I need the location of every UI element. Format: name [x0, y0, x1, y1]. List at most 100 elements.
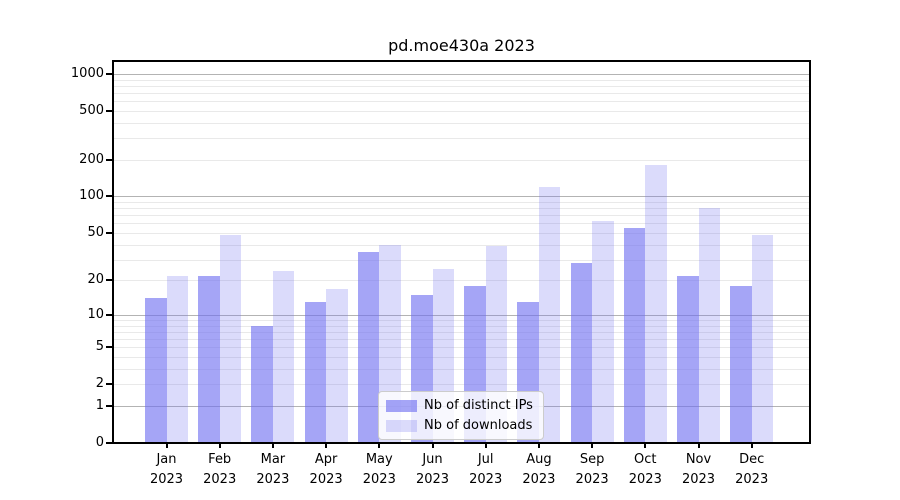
x-tick-label-mar: Mar 2023	[256, 452, 290, 487]
y-tick-label-2: 2	[95, 376, 104, 392]
legend-label-downloads: Nb of downloads	[424, 418, 533, 433]
gridline-minor-700	[113, 92, 810, 94]
chart-title: pd.moe430a 2023	[388, 36, 535, 55]
gridline-minor-50	[113, 232, 810, 234]
x-tick-label-jan: Jan 2023	[149, 452, 184, 487]
gridline-minor-20	[113, 280, 810, 282]
x-tick-mark-jun	[431, 443, 434, 448]
bar-distinct-ips-jan	[145, 298, 167, 443]
y-tick-label-20: 20	[87, 272, 104, 288]
y-tick-mark-500	[106, 109, 112, 112]
y-tick-label-500: 500	[79, 102, 104, 118]
legend-swatch-downloads	[386, 419, 417, 432]
plot-area	[113, 61, 810, 443]
y-tick-label-0: 0	[95, 435, 104, 450]
y-tick-mark-20	[106, 279, 112, 282]
gridline-minor-2	[113, 384, 810, 386]
y-tick-label-50: 50	[87, 224, 104, 240]
y-tick-label-5: 5	[95, 339, 104, 355]
bar-downloads-jan	[166, 275, 188, 443]
x-tick-label-oct: Oct 2023	[628, 452, 662, 487]
bar-distinct-ips-mar	[251, 325, 273, 443]
gridline-minor-800	[113, 85, 810, 87]
bar-downloads-apr	[326, 288, 348, 443]
x-tick-mark-mar	[271, 443, 274, 448]
gridline-minor-40	[113, 244, 810, 246]
gridline-minor-9	[113, 320, 810, 321]
x-tick-mark-jan	[165, 443, 168, 448]
bar-downloads-sep	[592, 220, 614, 443]
x-tick-label-nov: Nov 2023	[681, 452, 716, 487]
bar-downloads-aug	[538, 186, 561, 443]
y-tick-label-100: 100	[79, 188, 104, 204]
x-tick-label-feb: Feb 2023	[203, 452, 237, 487]
y-tick-label-200: 200	[79, 151, 104, 167]
gridline-minor-5	[113, 347, 810, 349]
y-tick-mark-50	[106, 231, 112, 234]
bar-distinct-ips-may	[357, 251, 380, 443]
legend-swatch-distinct-ips	[386, 399, 417, 412]
bar-downloads-oct	[645, 165, 667, 443]
x-tick-label-sep: Sep 2023	[575, 452, 609, 487]
gridline-minor-7	[113, 331, 810, 333]
x-tick-mark-nov	[697, 443, 700, 448]
gridline-minor-60	[113, 223, 810, 225]
gridline-minor-80	[113, 208, 810, 210]
x-tick-label-jul: Jul 2023	[469, 452, 503, 487]
x-tick-label-aug: Aug 2023	[522, 452, 556, 487]
bar-distinct-ips-feb	[198, 275, 220, 443]
bar-distinct-ips-nov	[677, 275, 699, 443]
gridline-minor-600	[113, 101, 810, 103]
y-tick-mark-1	[106, 404, 112, 407]
gridline-major-100	[113, 196, 810, 198]
y-tick-label-1: 1	[95, 397, 104, 413]
legend-item-distinct-ips: Nb of distinct IPs	[386, 397, 536, 414]
y-tick-mark-100	[106, 195, 112, 198]
y-tick-mark-1000	[106, 72, 112, 75]
legend-item-downloads: Nb of downloads	[386, 417, 536, 434]
gridline-minor-300	[113, 138, 810, 140]
x-tick-mark-sep	[591, 443, 594, 448]
y-tick-label-1000: 1000	[70, 65, 104, 81]
gridline-major-10	[113, 314, 810, 316]
gridline-minor-400	[113, 122, 810, 124]
bar-distinct-ips-sep	[570, 263, 593, 443]
x-tick-mark-dec	[750, 443, 753, 448]
x-tick-mark-may	[378, 443, 381, 448]
gridline-minor-30	[113, 259, 810, 261]
gridline-minor-8	[113, 325, 810, 327]
gridline-minor-200	[113, 159, 810, 161]
x-tick-mark-jul	[484, 443, 487, 448]
bar-downloads-feb	[219, 235, 242, 443]
bar-downloads-dec	[751, 235, 774, 443]
x-tick-label-dec: Dec 2023	[735, 452, 769, 487]
y-tick-mark-0	[106, 442, 112, 444]
y-tick-label-10: 10	[87, 306, 104, 322]
gridline-major-1000	[113, 73, 810, 75]
gridline-minor-4	[113, 357, 810, 359]
gridline-minor-6	[113, 339, 810, 341]
bar-distinct-ips-dec	[730, 285, 752, 443]
x-tick-mark-aug	[537, 443, 540, 448]
legend: Nb of distinct IPs Nb of downloads	[378, 391, 544, 440]
gridline-minor-500	[113, 110, 810, 112]
gridline-minor-90	[113, 202, 810, 204]
bar-downloads-nov	[698, 208, 720, 443]
y-tick-mark-200	[106, 158, 112, 161]
x-tick-mark-oct	[644, 443, 647, 448]
gridline-minor-70	[113, 215, 810, 217]
gridline-minor-900	[113, 79, 810, 81]
bar-distinct-ips-oct	[623, 227, 646, 443]
x-tick-label-jun: Jun 2023	[415, 452, 450, 487]
x-tick-mark-apr	[325, 443, 328, 448]
y-tick-mark-2	[106, 383, 112, 386]
x-tick-mark-feb	[218, 443, 221, 448]
gridline-minor-3	[113, 368, 810, 370]
y-tick-mark-10	[106, 313, 112, 316]
y-tick-mark-5	[106, 346, 112, 349]
x-tick-label-may: May 2023	[362, 452, 396, 487]
x-tick-label-apr: Apr 2023	[309, 452, 343, 487]
legend-label-distinct-ips: Nb of distinct IPs	[424, 398, 533, 413]
bar-downloads-mar	[272, 271, 295, 443]
